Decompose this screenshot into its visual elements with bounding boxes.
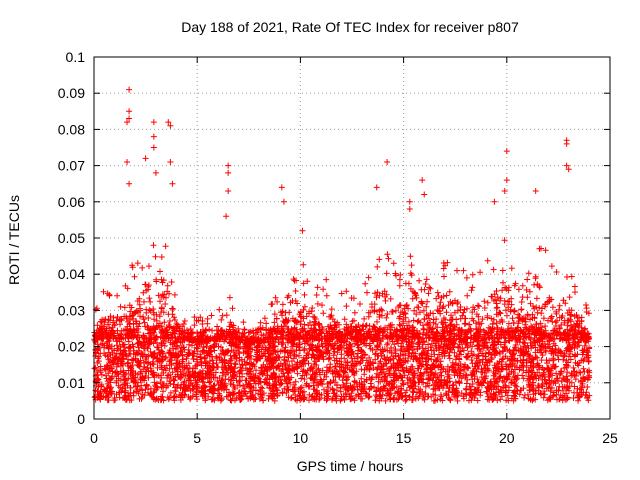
scatter-point-cloud: [91, 237, 593, 404]
grid-lines: [94, 57, 610, 419]
scatter-point: [169, 180, 176, 187]
scatter-point: [563, 140, 570, 147]
scatter-point: [225, 169, 232, 176]
scatter-point: [503, 148, 510, 155]
chart-title: Day 188 of 2021, Rate Of TEC Index for r…: [181, 19, 519, 35]
scatter-point: [299, 227, 306, 234]
x-tick-label: 10: [293, 430, 309, 446]
x-tick-label: 0: [90, 430, 98, 446]
scatter-point: [278, 184, 285, 191]
scatter-point: [503, 177, 510, 184]
scatter-point: [150, 144, 157, 151]
y-tick-label: 0.04: [58, 266, 85, 282]
x-tick-label: 15: [396, 430, 412, 446]
scatter-point: [124, 158, 131, 165]
scatter-point: [126, 115, 133, 122]
scatter-point: [126, 86, 133, 93]
y-tick-label: 0.02: [58, 339, 85, 355]
y-tick-label: 0.09: [58, 85, 85, 101]
y-tick-label: 0.01: [58, 375, 85, 391]
axis-ticks: 0 5 10 15 20 25 0 0.01 0.02 0.03 0.04 0.05 0.06 0.07 0…: [58, 49, 618, 446]
scatter-point: [563, 162, 570, 169]
scatter-point: [126, 108, 133, 115]
scatter-point: [167, 122, 174, 129]
x-axis-label: GPS time / hours: [297, 458, 404, 474]
data-points: [91, 86, 593, 404]
y-axis-label: ROTI / TECUs: [6, 195, 22, 285]
scatter-point: [150, 119, 157, 126]
x-tick-label: 5: [193, 430, 201, 446]
scatter-point: [373, 184, 380, 191]
y-tick-label: 0.05: [58, 230, 85, 246]
y-tick-label: 0.08: [58, 121, 85, 137]
scatter-point: [150, 133, 157, 140]
scatter-point: [501, 187, 508, 194]
scatter-point: [165, 119, 172, 126]
y-tick-label: 0.06: [58, 194, 85, 210]
x-tick-label: 25: [602, 430, 618, 446]
scatter-point: [225, 162, 232, 169]
scatter-point: [126, 180, 133, 187]
scatter-point: [406, 206, 413, 213]
y-tick-label: 0.1: [66, 49, 86, 65]
scatter-point: [225, 187, 232, 194]
x-tick-label: 20: [499, 430, 515, 446]
scatter-point: [223, 213, 230, 220]
scatter-point: [124, 119, 131, 126]
scatter-point: [406, 198, 413, 205]
scatter-point: [167, 158, 174, 165]
y-tick-label: 0.03: [58, 302, 85, 318]
scatter-point: [152, 169, 159, 176]
scatter-point: [419, 177, 426, 184]
scatter-point: [532, 187, 539, 194]
scatter-point: [491, 198, 498, 205]
scatter-point: [384, 158, 391, 165]
scatter-point: [142, 155, 149, 162]
y-tick-label: 0.07: [58, 158, 85, 174]
scatter-point: [421, 191, 428, 198]
scatter-point: [565, 166, 572, 173]
y-tick-label: 0: [77, 411, 85, 427]
scatter-point: [280, 198, 287, 205]
